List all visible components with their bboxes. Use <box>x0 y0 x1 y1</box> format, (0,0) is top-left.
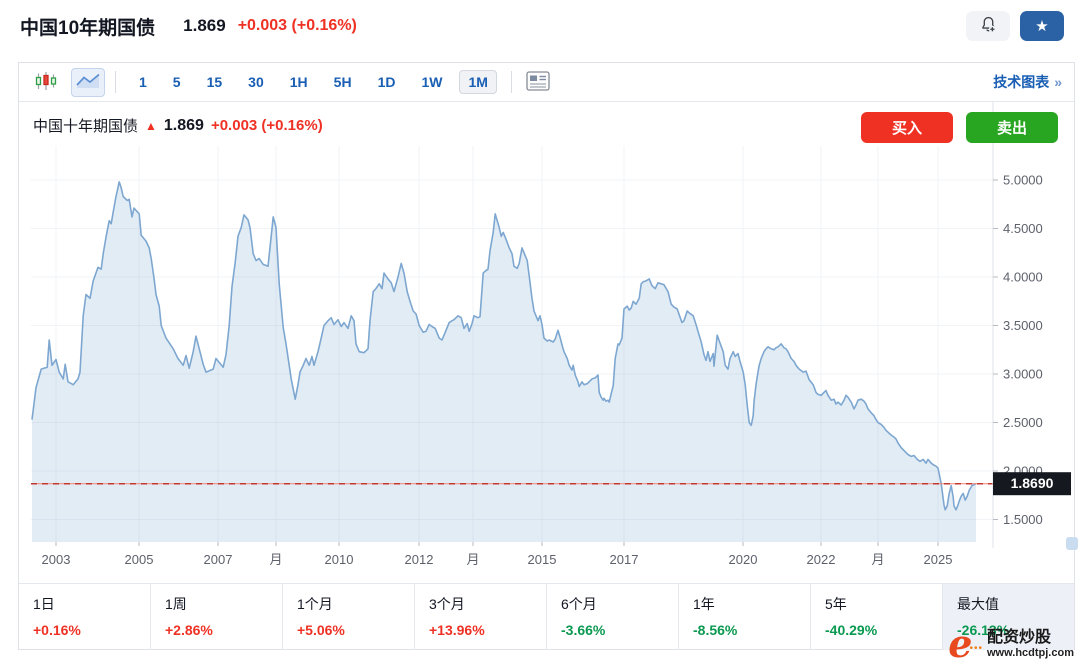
favorite-button[interactable]: ★ <box>1020 11 1064 41</box>
interval-button-5h[interactable]: 5H <box>325 70 361 94</box>
technical-chart-link[interactable]: 技术图表 » <box>993 72 1062 92</box>
top-bar: 中国10年期国债 1.869 +0.003 (+0.16%) ★ <box>0 0 1080 52</box>
stat-label: 1周 <box>165 596 187 612</box>
stat-cell-8: 最大值 -26.13% <box>942 584 1074 650</box>
y-tick-label: 5.0000 <box>1003 173 1043 188</box>
interval-button-1w[interactable]: 1W <box>412 70 451 94</box>
stat-label: 1日 <box>33 596 55 612</box>
interval-button-30[interactable]: 30 <box>239 70 273 94</box>
star-icon: ★ <box>1035 17 1049 35</box>
y-tick-label: 3.5000 <box>1003 318 1043 333</box>
news-icon <box>526 70 550 94</box>
create-alert-button[interactable] <box>966 11 1010 41</box>
news-panel-button[interactable] <box>522 69 554 96</box>
stat-value: -40.29% <box>825 622 878 638</box>
instrument-price: 1.869 <box>183 16 226 35</box>
price-chart[interactable]: 5.00004.50004.00003.50003.00002.50002.00… <box>19 102 1074 583</box>
trade-buttons: 买入 卖出 <box>861 112 1058 143</box>
interval-button-1[interactable]: 1 <box>130 70 156 94</box>
stat-label: 3个月 <box>429 596 465 612</box>
watermark-logo-icon: e <box>948 621 973 666</box>
legend-change: +0.003 (+0.16%) <box>210 117 323 134</box>
buy-button[interactable]: 买入 <box>861 112 953 143</box>
interval-button-5[interactable]: 5 <box>164 70 190 94</box>
up-arrow-icon: ▲ <box>145 118 157 133</box>
x-tick-label: 2007 <box>204 552 233 567</box>
legend-name: 中国十年期国债 <box>33 118 139 135</box>
x-tick-label: 月 <box>269 552 282 567</box>
technical-chart-label: 技术图表 <box>993 74 1050 90</box>
stat-cell-3: 1个月 +5.06% <box>282 584 414 650</box>
interval-button-1m[interactable]: 1M <box>459 70 497 94</box>
stat-cell-2: 1周 +2.86% <box>150 584 282 650</box>
x-tick-label: 2017 <box>610 552 639 567</box>
stat-value: -3.66% <box>561 622 606 638</box>
x-tick-label: 2005 <box>125 552 154 567</box>
x-tick-label: 2003 <box>42 552 71 567</box>
toolbar-divider <box>510 71 512 93</box>
x-tick-label: 2025 <box>924 552 953 567</box>
stat-value: +2.86% <box>165 622 213 638</box>
x-tick-label: 月 <box>466 552 479 567</box>
stat-label: 1年 <box>693 596 715 612</box>
bell-plus-icon <box>979 15 998 37</box>
interval-button-1d[interactable]: 1D <box>369 70 405 94</box>
chart-toolbar: 1 5 15 30 1H 5H 1D 1W 1M 技术图表 » <box>19 63 1074 102</box>
legend-price: 1.869 <box>163 116 204 134</box>
y-tick-label: 4.5000 <box>1003 221 1043 236</box>
current-price-tag-label: 1.8690 <box>1011 475 1054 491</box>
stat-value: -8.56% <box>693 622 738 638</box>
candlestick-icon <box>35 71 57 94</box>
stat-cell-7: 5年 -40.29% <box>810 584 942 650</box>
stat-value: +0.16% <box>33 622 81 638</box>
line-style-button[interactable] <box>71 67 105 97</box>
site-watermark: e ••• 配资炒股 www.hcdtpj.com <box>948 621 1074 666</box>
x-tick-label: 2022 <box>807 552 836 567</box>
stat-cell-4: 3个月 +13.96% <box>414 584 546 650</box>
stat-label: 1个月 <box>297 596 333 612</box>
stats-row: 1日 +0.16% 1周 +2.86% 1个月 +5.06% 3个月 +13.96% 6个月 -3… <box>19 583 1074 650</box>
sell-button[interactable]: 卖出 <box>966 112 1058 143</box>
interval-button-1h[interactable]: 1H <box>281 70 317 94</box>
toolbar-divider <box>115 71 116 93</box>
chevron-right-icon: » <box>1054 74 1062 90</box>
stat-cell-6: 1年 -8.56% <box>678 584 810 650</box>
interval-button-15[interactable]: 15 <box>198 70 232 94</box>
watermark-dots: ••• <box>969 643 983 654</box>
x-tick-label: 2010 <box>325 552 354 567</box>
stat-value: +13.96% <box>429 622 485 638</box>
stat-label: 6个月 <box>561 596 597 612</box>
watermark-url: www.hcdtpj.com <box>987 647 1074 660</box>
x-tick-label: 月 <box>871 552 884 567</box>
chart-area[interactable]: 中国十年期国债 ▲ 1.869 +0.003 (+0.16%) 买入 卖出 5.… <box>19 102 1074 583</box>
y-tick-label: 1.5000 <box>1003 512 1043 527</box>
instrument-change: +0.003 (+0.16%) <box>237 17 357 34</box>
scrollbar-thumb[interactable] <box>1066 537 1078 550</box>
interval-buttons: 1 5 15 30 1H 5H 1D 1W 1M <box>126 70 501 94</box>
chart-widget: 1 5 15 30 1H 5H 1D 1W 1M 技术图表 » 中国十年期国债 ▲ 1 <box>18 62 1075 650</box>
stat-value: +5.06% <box>297 622 345 638</box>
area-fill <box>32 181 976 542</box>
watermark-name: 配资炒股 <box>987 628 1052 646</box>
x-tick-label: 2012 <box>405 552 434 567</box>
y-tick-label: 2.5000 <box>1003 415 1043 430</box>
y-tick-label: 3.0000 <box>1003 367 1043 382</box>
y-tick-label: 4.0000 <box>1003 270 1043 285</box>
stat-cell-5: 6个月 -3.66% <box>546 584 678 650</box>
current-price-tag <box>993 472 1071 496</box>
price-line <box>31 181 977 511</box>
chart-legend: 中国十年期国债 ▲ 1.869 +0.003 (+0.16%) <box>33 115 323 136</box>
top-actions: ★ <box>966 11 1064 41</box>
stat-value: -26.13% <box>957 622 1010 638</box>
instrument-title: 中国10年期国债 <box>20 17 156 39</box>
x-tick-label: 2020 <box>729 552 758 567</box>
stat-label: 5年 <box>825 596 847 612</box>
candlestick-style-button[interactable] <box>31 69 61 96</box>
x-tick-label: 2015 <box>528 552 557 567</box>
line-chart-icon <box>74 69 102 96</box>
stat-label: 最大值 <box>957 596 999 612</box>
stat-cell-1: 1日 +0.16% <box>19 584 150 650</box>
